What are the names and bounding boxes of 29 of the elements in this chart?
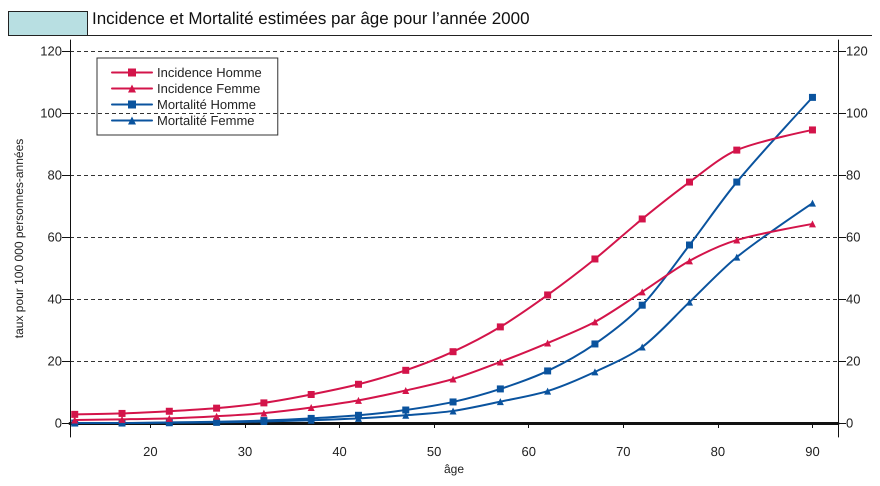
y-tick-label: 100	[40, 105, 62, 120]
x-tick-label: 40	[332, 444, 347, 459]
y2-tick-label: 80	[846, 167, 860, 182]
y2-tick-label: 100	[846, 105, 868, 120]
x-tick-label: 70	[616, 444, 631, 459]
x-tick-label: 60	[521, 444, 536, 459]
x-tick-label: 80	[710, 444, 726, 459]
y-tick-label: 0	[54, 416, 62, 431]
y-tick-label: 60	[48, 229, 62, 244]
x-axis-title: âge	[444, 462, 464, 476]
legend-label: Incidence Femme	[157, 81, 260, 96]
y2-tick-label: 120	[846, 43, 868, 58]
y-axis-title: taux pour 100 000 personnes-années	[12, 138, 26, 338]
chart-title: Incidence et Mortalité estimées par âge pour l’année 2000	[92, 9, 530, 29]
x-tick-label: 50	[426, 444, 442, 459]
x-tick-label: 90	[805, 444, 820, 459]
x-tick-label: 30	[238, 444, 252, 459]
y2-tick-label: 40	[846, 291, 860, 306]
y-tick-label: 40	[48, 291, 62, 306]
x-tick-label: 20	[143, 444, 158, 459]
legend-label: Mortalité Femme	[157, 113, 255, 128]
y2-tick-label: 0	[846, 416, 854, 431]
y2-tick-label: 60	[846, 229, 860, 244]
legend-label: Incidence Homme	[157, 65, 262, 80]
legend-label: Mortalité Homme	[157, 97, 256, 112]
y-tick-label: 20	[48, 354, 62, 369]
y-tick-label: 120	[40, 43, 62, 58]
y-tick-label: 80	[48, 167, 62, 182]
y2-tick-label: 20	[846, 354, 860, 369]
